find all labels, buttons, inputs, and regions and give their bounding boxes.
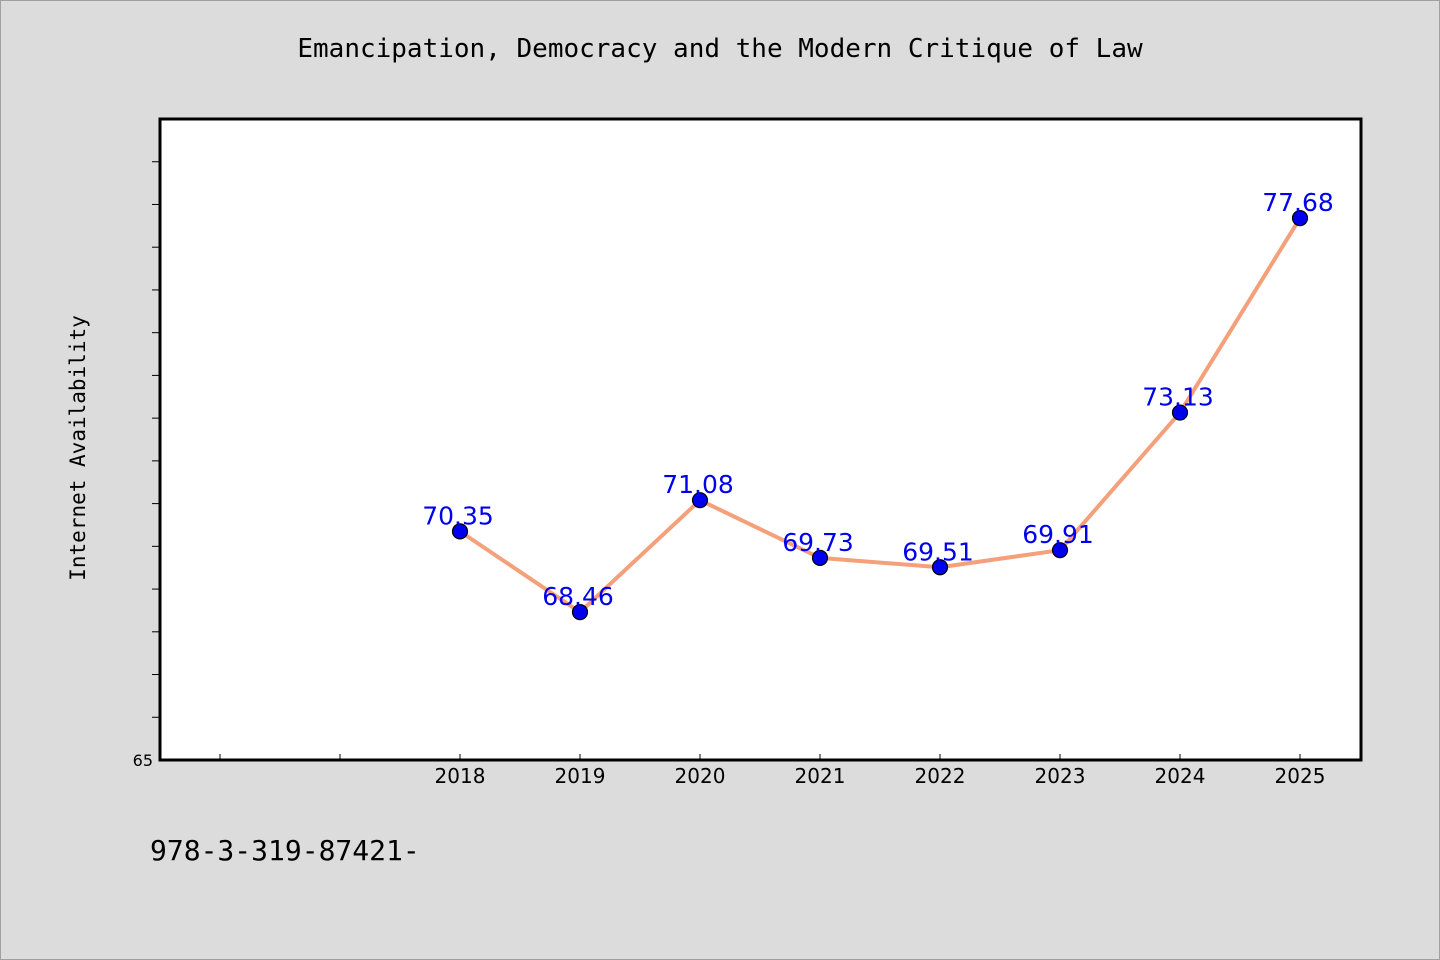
- x-axis-tick-labels: 2018 2019 2020 2021 2022 2023 2024 2025: [435, 764, 1326, 788]
- y-tick-label: 65: [133, 751, 153, 770]
- data-point: [571, 604, 589, 621]
- plot-area: [158, 117, 1363, 762]
- data-point: [931, 559, 949, 576]
- data-label: 77.68: [1262, 188, 1334, 217]
- data-label: 70.35: [422, 501, 494, 530]
- data-label: 73.13: [1142, 383, 1214, 412]
- data-point: [1291, 210, 1309, 227]
- x-tick-label: 2020: [675, 764, 726, 788]
- data-labels: 70.35 68.46 71.08 69.73 69.51 69.91 73.13 77.68: [422, 188, 1334, 611]
- x-tick-label: 2018: [435, 764, 486, 788]
- data-point: [691, 492, 709, 509]
- x-tick-label: 2023: [1035, 764, 1086, 788]
- data-label: 71.08: [662, 470, 734, 499]
- y-axis-label: Internet Availability: [66, 315, 90, 581]
- x-tick-label: 2025: [1275, 764, 1326, 788]
- x-tick-label: 2024: [1155, 764, 1206, 788]
- data-markers: [451, 210, 1309, 621]
- x-axis-ticks: [219, 754, 1301, 760]
- series-line: [458, 217, 1302, 615]
- x-tick-label: 2022: [915, 764, 966, 788]
- data-point: [811, 549, 829, 566]
- chart-title: Emancipation, Democracy and the Modern C…: [297, 34, 1143, 64]
- x-tick-label: 2021: [795, 764, 846, 788]
- y-axis-ticks: [152, 161, 160, 718]
- data-label: 68.46: [542, 582, 614, 611]
- x-tick-label: 2019: [555, 764, 606, 788]
- data-label: 69.51: [902, 537, 974, 566]
- data-point: [1051, 542, 1069, 559]
- data-label: 69.91: [1022, 520, 1094, 549]
- footer-code: 978-3-319-87421-: [150, 834, 420, 867]
- data-point: [451, 523, 469, 540]
- data-point: [1171, 404, 1189, 421]
- data-label: 69.73: [782, 528, 854, 557]
